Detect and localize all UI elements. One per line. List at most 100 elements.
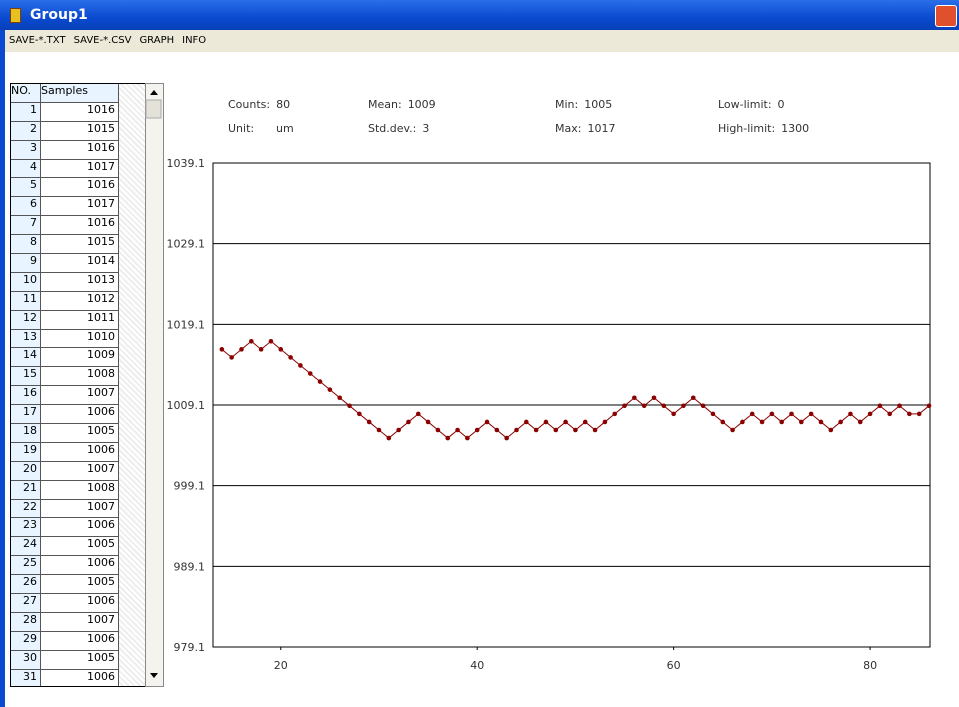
menu-item[interactable]: SAVE-*.CSV (73, 35, 132, 46)
stat-value: 1017 (587, 122, 615, 135)
sample-value: 1005 (41, 575, 119, 595)
stat-label: Std.dev.: (368, 122, 416, 135)
stat-value: 1009 (408, 98, 436, 111)
sample-value: 1006 (41, 442, 119, 462)
table-row: 21 1008 (11, 480, 119, 500)
data-point (857, 419, 863, 425)
data-point (298, 363, 303, 368)
data-point (415, 411, 421, 417)
sample-value: 1005 (41, 424, 119, 443)
data-point (887, 411, 893, 417)
data-point (749, 411, 755, 417)
table-row: 23 1006 (11, 518, 119, 538)
sample-value: 1012 (41, 291, 119, 311)
table-row: 25 1006 (11, 556, 119, 576)
data-point (720, 419, 726, 425)
row-number: 25 (11, 556, 41, 576)
table-row: 1 1016 (11, 102, 119, 122)
data-point (759, 419, 765, 425)
table-row: 18 1005 (11, 424, 119, 443)
data-point (799, 419, 804, 425)
row-number: 12 (11, 310, 41, 330)
data-point (396, 427, 401, 433)
data-point (435, 427, 441, 433)
table-row: 12 1011 (11, 310, 119, 330)
table-row: 28 1007 (11, 612, 119, 632)
sample-value: 1015 (41, 235, 119, 255)
data-point (455, 427, 460, 433)
stat-label: Low-limit: (718, 98, 772, 111)
table-row: 8 1015 (11, 235, 119, 255)
row-number: 29 (11, 631, 41, 651)
data-point (376, 427, 382, 433)
menu-item[interactable]: GRAPH (139, 35, 175, 46)
data-point (641, 403, 647, 409)
data-point (769, 411, 775, 417)
table-row: 27 1006 (11, 594, 119, 613)
row-number: 14 (11, 348, 41, 368)
title-bar: Group1 (0, 0, 959, 30)
row-number: 20 (11, 461, 41, 481)
scrollbar[interactable] (145, 83, 164, 687)
data-point (651, 395, 657, 401)
row-number: 15 (11, 367, 41, 387)
data-point (681, 403, 686, 409)
close-button[interactable] (935, 5, 957, 27)
table-header: NO. Samples (11, 84, 119, 103)
data-point (533, 427, 539, 433)
data-point (671, 411, 676, 417)
app-icon (10, 8, 21, 23)
table-row: 11 1012 (11, 291, 119, 311)
sample-value: 1007 (41, 499, 119, 519)
stat-value: um (276, 122, 294, 135)
data-point (907, 411, 912, 417)
row-number: 1 (11, 102, 41, 122)
data-point (789, 411, 794, 417)
menu-bar: SAVE-*.TXT SAVE-*.CSV GRAPH INFO (5, 30, 959, 52)
data-point (278, 347, 284, 352)
row-number: 11 (11, 291, 41, 311)
data-point (239, 347, 244, 352)
menu-item[interactable]: SAVE-*.TXT (9, 35, 66, 46)
row-number: 13 (11, 329, 41, 349)
data-point (229, 355, 234, 360)
sample-value: 1007 (41, 386, 119, 406)
data-point (602, 419, 608, 425)
data-point (573, 427, 578, 433)
row-number: 6 (11, 197, 41, 217)
data-point (425, 419, 431, 425)
sample-value: 1016 (41, 102, 119, 122)
sample-value: 1006 (41, 594, 119, 613)
y-tick-label: 979.1 (174, 641, 206, 654)
sample-value: 1017 (41, 197, 119, 217)
data-point (848, 411, 853, 417)
sample-value: 1007 (41, 461, 119, 481)
column-header: NO. (11, 84, 41, 103)
row-number: 28 (11, 612, 41, 632)
x-tick-label: 80 (863, 659, 877, 672)
data-point (818, 419, 824, 425)
sample-value: 1005 (41, 650, 119, 670)
row-number: 21 (11, 480, 41, 500)
y-tick-label: 999.1 (174, 480, 206, 493)
data-point (916, 411, 922, 417)
sample-value: 1010 (41, 329, 119, 349)
data-point (219, 347, 225, 352)
menu-item[interactable]: INFO (182, 35, 207, 46)
data-point (563, 419, 568, 425)
data-point (690, 395, 696, 401)
data-point (445, 435, 451, 441)
row-number: 31 (11, 669, 41, 686)
data-point (484, 419, 490, 425)
sample-value: 1006 (41, 669, 119, 686)
sample-value: 1014 (41, 254, 119, 273)
table-row: 20 1007 (11, 461, 119, 481)
data-point (592, 427, 598, 433)
stat-value: 0 (778, 98, 785, 111)
sample-value: 1017 (41, 159, 119, 179)
table-row: 16 1007 (11, 386, 119, 406)
table-row: 7 1016 (11, 216, 119, 236)
column-header: Samples (41, 84, 119, 103)
